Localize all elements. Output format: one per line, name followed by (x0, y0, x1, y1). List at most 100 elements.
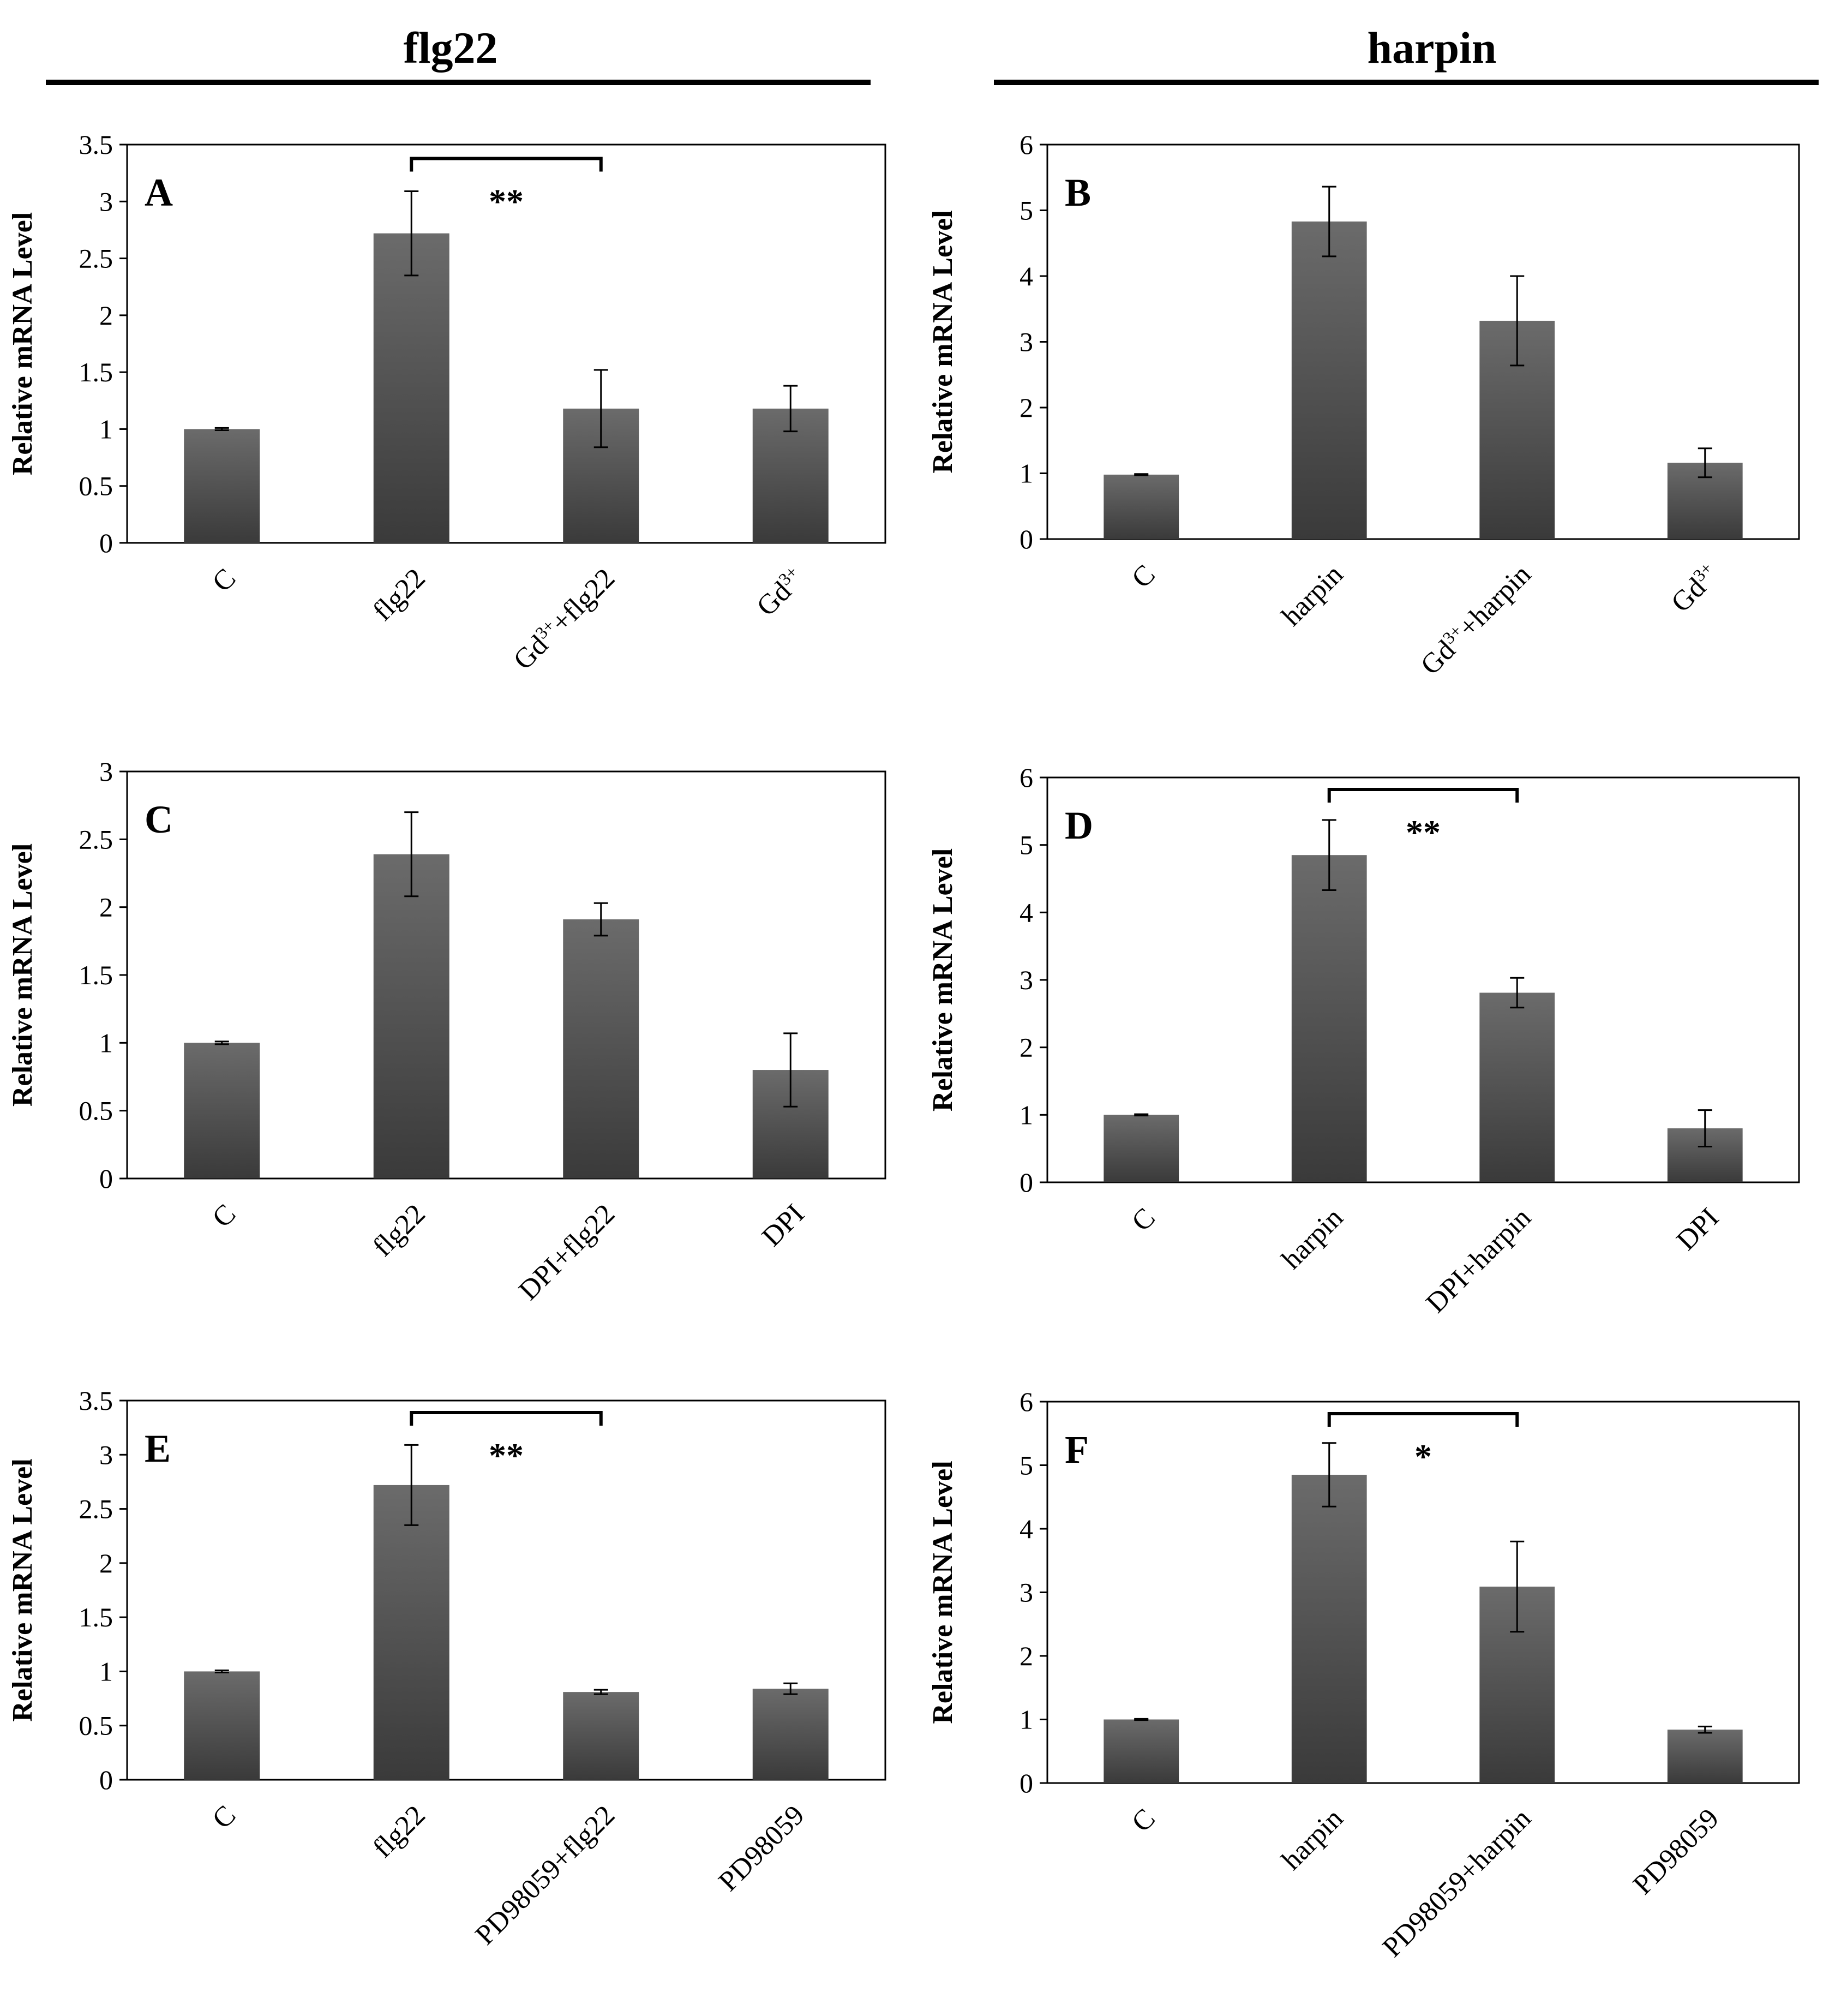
panel-letter: C (145, 798, 173, 841)
panels: 0 0.5 1 1.5 2 2.5 3 3.5 Relative mRNA Level A C flg… (7, 129, 1800, 1963)
category-label: harpin (1276, 1803, 1349, 1876)
error-bar (1698, 1725, 1712, 1734)
category-label: C (1126, 1803, 1161, 1838)
y-tick-label: 0 (99, 1163, 113, 1194)
error-bar (593, 902, 608, 937)
bar (1291, 221, 1367, 539)
error-bar (1698, 447, 1712, 478)
category-label: DPI (1671, 1202, 1725, 1257)
y-tick-label: 1 (1020, 458, 1033, 489)
significance-label: ** (1406, 813, 1441, 852)
panel-letter: F (1065, 1428, 1089, 1471)
chart-panel-D: 0 1 2 3 4 5 6 Relative mRNA Level D C harpin DPI+ha… (927, 762, 1800, 1319)
column-title-flg22: flg22 (403, 23, 497, 73)
y-axis-label: Relative mRNA Level (7, 844, 38, 1106)
plot-frame (126, 1399, 886, 1781)
category-label: flg22 (367, 1198, 431, 1263)
bar (1291, 1474, 1367, 1783)
y-tick-label: 1.5 (79, 1602, 113, 1632)
error-bar (1322, 1442, 1336, 1507)
y-tick-label: 2 (1020, 392, 1033, 423)
y-tick-label: 0 (1020, 1768, 1033, 1798)
category-label: harpin (1276, 559, 1349, 632)
bar (373, 233, 449, 543)
panel-letter: A (145, 171, 173, 214)
y-axis-label: Relative mRNA Level (7, 212, 38, 475)
category-label: Gd3+ (750, 562, 811, 623)
y-tick-label: 5 (1020, 195, 1033, 226)
error-bar (1510, 977, 1525, 1009)
bar (1104, 474, 1179, 539)
y-tick-label: 3.5 (79, 1385, 113, 1416)
category-label: PD98059+harpin (1377, 1803, 1537, 1963)
y-tick-label: 2 (99, 1548, 113, 1578)
bar (1479, 992, 1555, 1182)
category-label: Gd3++flg22 (507, 562, 621, 676)
bar (184, 1671, 260, 1780)
y-tick-label: 5 (1020, 830, 1033, 860)
bar (184, 429, 260, 543)
y-axis-label: Relative mRNA Level (927, 210, 958, 473)
significance-bracket (1327, 1412, 1519, 1427)
y-tick-label: 3 (1020, 1577, 1033, 1608)
y-tick-label: 2.5 (79, 824, 113, 854)
y-tick-label: 0 (99, 1764, 113, 1795)
error-bar (214, 1040, 229, 1045)
y-tick-label: 0 (99, 528, 113, 558)
chart-panel-C: 0 0.5 1 1.5 2 2.5 3 Relative mRNA Level C C flg22 D… (7, 756, 886, 1306)
plot-frame (126, 143, 886, 544)
category-label: flg22 (367, 563, 431, 627)
y-tick-label: 1 (1020, 1704, 1033, 1735)
chart-panel-E: 0 0.5 1 1.5 2 2.5 3 3.5 Relative mRNA Level E C flg… (7, 1385, 886, 1951)
category-label: DPI+flg22 (513, 1198, 621, 1306)
category-label: harpin (1276, 1202, 1349, 1275)
significance-bracket (1327, 788, 1519, 803)
error-bar (783, 385, 798, 433)
column-header-flg22: flg22 (46, 23, 871, 85)
error-bar (1510, 1540, 1525, 1633)
category-label: PD98059+flg22 (470, 1799, 621, 1951)
category-label: DPI (756, 1198, 811, 1253)
y-tick-label: 6 (1020, 129, 1033, 160)
y-tick-label: 1 (99, 414, 113, 444)
error-bar (593, 369, 608, 448)
chart-panel-A: 0 0.5 1 1.5 2 2.5 3 3.5 Relative mRNA Level A C flg… (7, 129, 886, 676)
category-label: Gd3++harpin (1414, 558, 1537, 681)
bar (1104, 1115, 1179, 1182)
y-tick-label: 1 (99, 1656, 113, 1686)
y-tick-label: 2 (99, 300, 113, 331)
category-label: C (1126, 1202, 1161, 1237)
y-tick-label: 2 (1020, 1641, 1033, 1671)
y-tick-label: 4 (1020, 1514, 1033, 1544)
significance-bracket (410, 1411, 603, 1426)
bar (373, 1485, 449, 1780)
panel-letter: B (1065, 171, 1091, 214)
bar (1667, 1730, 1743, 1783)
significance-bracket (410, 157, 603, 172)
y-tick-label: 1.5 (79, 960, 113, 990)
error-bar (593, 1689, 608, 1695)
panel-letter: E (145, 1427, 171, 1470)
category-label: C (206, 1799, 242, 1835)
category-label: PD98059 (1627, 1803, 1725, 1900)
error-bar (783, 1032, 798, 1108)
column-rule-flg22 (46, 80, 871, 85)
y-tick-label: 3 (1020, 327, 1033, 357)
significance-label: * (1414, 1437, 1432, 1476)
y-tick-label: 3 (99, 1439, 113, 1470)
category-label: C (206, 563, 242, 598)
error-bar (404, 1444, 419, 1526)
y-tick-label: 3 (1020, 965, 1033, 995)
error-bar (1322, 819, 1336, 892)
error-bar (214, 427, 229, 432)
y-tick-label: 2 (99, 892, 113, 923)
y-tick-label: 3.5 (79, 129, 113, 160)
significance-label: ** (489, 182, 524, 221)
y-tick-label: 0 (1020, 524, 1033, 554)
error-bar (1134, 473, 1149, 476)
column-title-harpin: harpin (1368, 23, 1497, 73)
y-tick-label: 2.5 (79, 1494, 113, 1524)
y-axis-label: Relative mRNA Level (7, 1458, 38, 1721)
error-bar (1698, 1109, 1712, 1147)
